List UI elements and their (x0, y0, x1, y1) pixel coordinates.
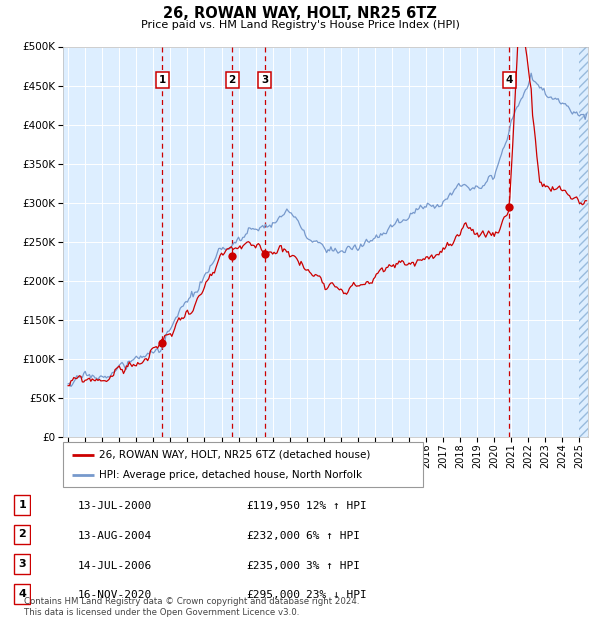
Text: £295,000: £295,000 (246, 590, 300, 600)
Text: 3: 3 (261, 74, 268, 85)
Text: 2: 2 (229, 74, 236, 85)
Text: 23% ↓ HPI: 23% ↓ HPI (306, 590, 367, 600)
Text: 1: 1 (159, 74, 166, 85)
Text: 13-JUL-2000: 13-JUL-2000 (78, 501, 152, 511)
Text: 3: 3 (19, 559, 26, 569)
Text: £235,000: £235,000 (246, 560, 300, 570)
Text: 1: 1 (19, 500, 26, 510)
FancyBboxPatch shape (14, 554, 31, 574)
Text: 4: 4 (18, 589, 26, 599)
Text: HPI: Average price, detached house, North Norfolk: HPI: Average price, detached house, Nort… (99, 470, 362, 480)
FancyBboxPatch shape (14, 525, 31, 544)
Text: 4: 4 (506, 74, 513, 85)
Text: 12% ↑ HPI: 12% ↑ HPI (306, 501, 367, 511)
Text: Contains HM Land Registry data © Crown copyright and database right 2024.
This d: Contains HM Land Registry data © Crown c… (24, 598, 359, 617)
FancyBboxPatch shape (63, 442, 423, 487)
Text: 16-NOV-2020: 16-NOV-2020 (78, 590, 152, 600)
Text: 14-JUL-2006: 14-JUL-2006 (78, 560, 152, 570)
FancyBboxPatch shape (14, 495, 31, 515)
Text: 2: 2 (19, 529, 26, 539)
Text: 26, ROWAN WAY, HOLT, NR25 6TZ: 26, ROWAN WAY, HOLT, NR25 6TZ (163, 6, 437, 21)
Text: 3% ↑ HPI: 3% ↑ HPI (306, 560, 360, 570)
Text: Price paid vs. HM Land Registry's House Price Index (HPI): Price paid vs. HM Land Registry's House … (140, 20, 460, 30)
Text: 13-AUG-2004: 13-AUG-2004 (78, 531, 152, 541)
Text: 6% ↑ HPI: 6% ↑ HPI (306, 531, 360, 541)
Text: £232,000: £232,000 (246, 531, 300, 541)
FancyBboxPatch shape (14, 584, 31, 604)
Text: 26, ROWAN WAY, HOLT, NR25 6TZ (detached house): 26, ROWAN WAY, HOLT, NR25 6TZ (detached … (99, 450, 370, 459)
Text: £119,950: £119,950 (246, 501, 300, 511)
Bar (580, 46, 588, 437)
